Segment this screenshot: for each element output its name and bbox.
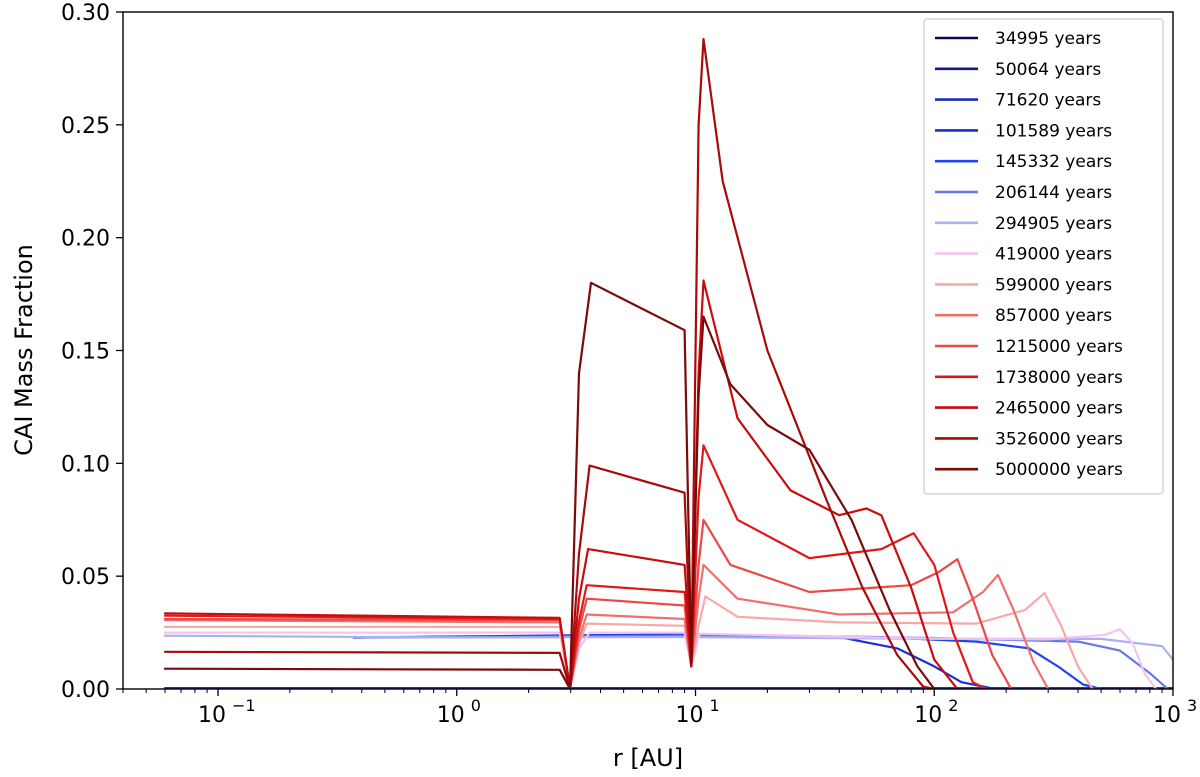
legend-label-7: 419000 years <box>995 245 1112 265</box>
y-axis-label: CAI Mass Fraction <box>10 244 38 456</box>
legend-box <box>923 18 1164 495</box>
legend-label-9: 857000 years <box>995 306 1112 326</box>
x-tick-exponent-1: 0 <box>471 696 481 715</box>
legend-label-0: 34995 years <box>995 29 1101 49</box>
legend-label-14: 5000000 years <box>995 460 1123 480</box>
legend-label-6: 294905 years <box>995 214 1112 234</box>
legend-label-13: 3526000 years <box>995 429 1123 449</box>
legend-label-2: 71620 years <box>995 91 1101 111</box>
x-tick-exponent-2: 1 <box>710 696 720 715</box>
legend-label-8: 599000 years <box>995 275 1112 295</box>
x-tick-label-3: 10 <box>914 703 942 728</box>
x-tick-exponent-3: 2 <box>948 696 958 715</box>
y-tick-label-1: 0.05 <box>61 565 110 590</box>
series-line-14 <box>163 281 936 689</box>
legend: 34995 years 50064 years 71620 years 101589 … <box>923 18 1164 495</box>
series-line-11 <box>163 444 988 689</box>
series-line-13 <box>163 38 936 689</box>
x-tick-label-1: 10 <box>437 703 465 728</box>
series-line-12 <box>163 279 959 689</box>
y-tick-label-0: 0.00 <box>61 678 110 703</box>
y-tick-label-4: 0.20 <box>61 227 110 252</box>
x-tick-label-4: 10 <box>1153 703 1181 728</box>
legend-label-12: 2465000 years <box>995 399 1123 419</box>
y-tick-label-2: 0.10 <box>61 452 110 477</box>
legend-label-1: 50064 years <box>995 60 1101 80</box>
x-axis-label: r [AU] <box>613 744 683 772</box>
legend-label-11: 1738000 years <box>995 368 1123 388</box>
legend-label-3: 101589 years <box>995 121 1112 141</box>
x-tick-label-0: 10 <box>198 703 226 728</box>
y-tick-label-3: 0.15 <box>61 340 110 365</box>
y-tick-label-6: 0.30 <box>61 1 110 26</box>
x-axis: 10 −1 10 0 10 1 10 2 10 3 <box>122 689 1197 728</box>
y-axis: 0.00 0.05 0.10 0.15 0.20 0.25 0.30 <box>61 1 123 703</box>
legend-label-5: 206144 years <box>995 183 1112 203</box>
x-tick-exponent-4: 3 <box>1187 696 1197 715</box>
x-tick-label-2: 10 <box>676 703 704 728</box>
legend-label-10: 1215000 years <box>995 337 1123 357</box>
x-tick-exponent-0: −1 <box>232 696 256 715</box>
y-tick-label-5: 0.25 <box>61 114 110 139</box>
legend-label-4: 145332 years <box>995 152 1112 172</box>
